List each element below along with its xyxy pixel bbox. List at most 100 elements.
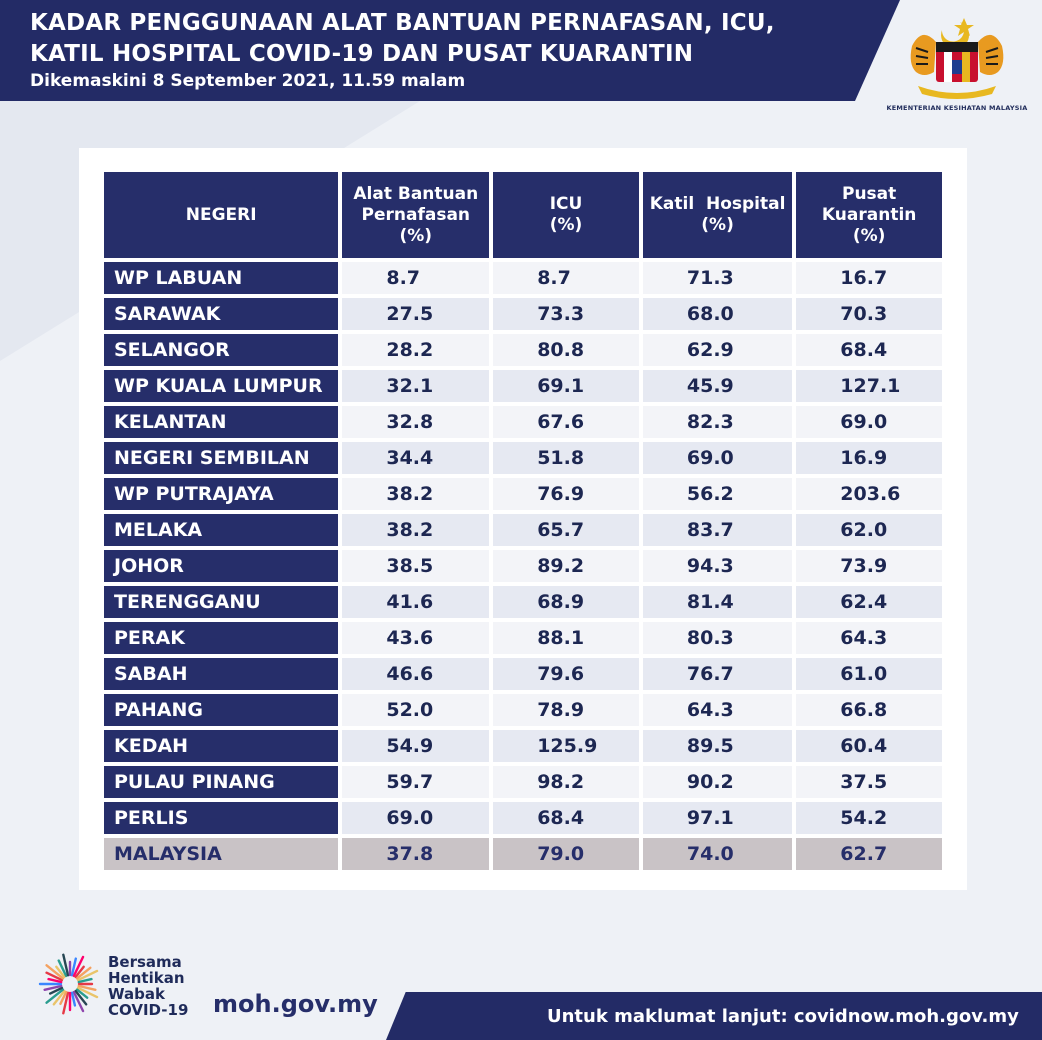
ventilator-cell: 43.6 xyxy=(342,622,490,654)
ventilator-cell: 32.8 xyxy=(342,406,490,438)
updated-timestamp: Dikemaskini 8 September 2021, 11.59 mala… xyxy=(30,71,466,91)
table-row: PULAU PINANG 59.7 98.2 90.2 37.5 xyxy=(104,766,942,798)
table-row: NEGERI SEMBILAN 34.4 51.8 69.0 16.9 xyxy=(104,442,942,474)
hospital-cell: 97.1 xyxy=(642,802,793,834)
quarantine-cell: 66.8 xyxy=(796,694,942,726)
quarantine-cell: 68.4 xyxy=(796,334,942,366)
icu-cell: 78.9 xyxy=(493,694,639,726)
quarantine-cell: 69.0 xyxy=(796,406,942,438)
quarantine-cell: 37.5 xyxy=(796,766,942,798)
state-cell: PAHANG xyxy=(104,694,339,726)
icu-cell: 80.8 xyxy=(493,334,639,366)
hospital-cell: 94.3 xyxy=(642,550,793,582)
state-cell: SABAH xyxy=(104,658,339,690)
header-quarantine: Pusat Kuarantin (%) xyxy=(796,172,942,258)
ventilator-cell: 69.0 xyxy=(342,802,490,834)
table-row: KEDAH 54.9 125.9 89.5 60.4 xyxy=(104,730,942,762)
title-line-1: KADAR PENGGUNAAN ALAT BANTUAN PERNAFASAN… xyxy=(30,10,775,36)
ventilator-cell: 38.5 xyxy=(342,550,490,582)
table-row: WP PUTRAJAYA 38.2 76.9 56.2 203.6 xyxy=(104,478,942,510)
ventilator-cell: 54.9 xyxy=(342,730,490,762)
icu-cell: 68.4 xyxy=(493,802,639,834)
icu-cell: 73.3 xyxy=(493,298,639,330)
table-row: WP KUALA LUMPUR 32.1 69.1 45.9 127.1 xyxy=(104,370,942,402)
total-quarantine-cell: 62.7 xyxy=(796,838,942,870)
state-cell: PERLIS xyxy=(104,802,339,834)
quarantine-cell: 62.4 xyxy=(796,586,942,618)
table-row: TERENGGANU 41.6 68.9 81.4 62.4 xyxy=(104,586,942,618)
table-row: SARAWAK 27.5 73.3 68.0 70.3 xyxy=(104,298,942,330)
hospital-cell: 90.2 xyxy=(642,766,793,798)
logo-caption: KEMENTERIAN KESIHATAN MALAYSIA xyxy=(886,104,1028,112)
hospital-cell: 68.0 xyxy=(642,298,793,330)
state-cell: NEGERI SEMBILAN xyxy=(104,442,339,474)
hospital-cell: 71.3 xyxy=(642,262,793,294)
table-total-row: MALAYSIA 37.8 79.0 74.0 62.7 xyxy=(104,838,942,870)
ventilator-cell: 38.2 xyxy=(342,514,490,546)
state-cell: JOHOR xyxy=(104,550,339,582)
header-ventilator: Alat Bantuan Pernafasan (%) xyxy=(342,172,490,258)
table-row: PAHANG 52.0 78.9 64.3 66.8 xyxy=(104,694,942,726)
table-row: PERAK 43.6 88.1 80.3 64.3 xyxy=(104,622,942,654)
icu-cell: 76.9 xyxy=(493,478,639,510)
hospital-cell: 81.4 xyxy=(642,586,793,618)
hospital-cell: 45.9 xyxy=(642,370,793,402)
quarantine-cell: 70.3 xyxy=(796,298,942,330)
footer-more-info-link[interactable]: Untuk maklumat lanjut: covidnow.moh.gov.… xyxy=(547,1006,1019,1027)
state-cell: WP KUALA LUMPUR xyxy=(104,370,339,402)
header-state: NEGERI xyxy=(104,172,339,258)
header-icu: ICU (%) xyxy=(493,172,639,258)
state-cell: SARAWAK xyxy=(104,298,339,330)
total-ventilator-cell: 37.8 xyxy=(342,838,490,870)
malaysia-coat-of-arms-icon xyxy=(910,18,1004,99)
page-title: KADAR PENGGUNAAN ALAT BANTUAN PERNAFASAN… xyxy=(30,8,860,70)
table-row: PERLIS 69.0 68.4 97.1 54.2 xyxy=(104,802,942,834)
table-row: KELANTAN 32.8 67.6 82.3 69.0 xyxy=(104,406,942,438)
hospital-cell: 80.3 xyxy=(642,622,793,654)
quarantine-cell: 16.7 xyxy=(796,262,942,294)
icu-cell: 68.9 xyxy=(493,586,639,618)
hospital-cell: 64.3 xyxy=(642,694,793,726)
quarantine-cell: 61.0 xyxy=(796,658,942,690)
header-background xyxy=(0,0,900,101)
ventilator-cell: 8.7 xyxy=(342,262,490,294)
quarantine-cell: 203.6 xyxy=(796,478,942,510)
total-icu-cell: 79.0 xyxy=(493,838,639,870)
table-row: MELAKA 38.2 65.7 83.7 62.0 xyxy=(104,514,942,546)
ventilator-cell: 28.2 xyxy=(342,334,490,366)
usage-table: NEGERI Alat Bantuan Pernafasan (%) ICU (… xyxy=(100,168,946,874)
icu-cell: 125.9 xyxy=(493,730,639,762)
state-cell: WP PUTRAJAYA xyxy=(104,478,339,510)
quarantine-cell: 127.1 xyxy=(796,370,942,402)
quarantine-cell: 16.9 xyxy=(796,442,942,474)
hospital-cell: 69.0 xyxy=(642,442,793,474)
ventilator-cell: 34.4 xyxy=(342,442,490,474)
state-cell: PULAU PINANG xyxy=(104,766,339,798)
icu-cell: 65.7 xyxy=(493,514,639,546)
icu-cell: 51.8 xyxy=(493,442,639,474)
table-header-row: NEGERI Alat Bantuan Pernafasan (%) ICU (… xyxy=(104,172,942,258)
hospital-cell: 76.7 xyxy=(642,658,793,690)
quarantine-cell: 64.3 xyxy=(796,622,942,654)
state-cell: MELAKA xyxy=(104,514,339,546)
icu-cell: 67.6 xyxy=(493,406,639,438)
hospital-cell: 89.5 xyxy=(642,730,793,762)
footer-info-bar xyxy=(386,992,1042,1040)
icu-cell: 88.1 xyxy=(493,622,639,654)
table-row: SABAH 46.6 79.6 76.7 61.0 xyxy=(104,658,942,690)
quarantine-cell: 62.0 xyxy=(796,514,942,546)
ventilator-cell: 52.0 xyxy=(342,694,490,726)
ventilator-cell: 41.6 xyxy=(342,586,490,618)
ventilator-cell: 46.6 xyxy=(342,658,490,690)
state-cell: KELANTAN xyxy=(104,406,339,438)
state-cell: WP LABUAN xyxy=(104,262,339,294)
total-state-cell: MALAYSIA xyxy=(104,838,339,870)
state-cell: PERAK xyxy=(104,622,339,654)
quarantine-cell: 54.2 xyxy=(796,802,942,834)
title-line-2: KATIL HOSPITAL COVID-19 DAN PUSAT KUARAN… xyxy=(30,41,694,67)
footer-website-link[interactable]: moh.gov.my xyxy=(213,990,378,1018)
icu-cell: 79.6 xyxy=(493,658,639,690)
hospital-cell: 82.3 xyxy=(642,406,793,438)
quarantine-cell: 60.4 xyxy=(796,730,942,762)
quarantine-cell: 73.9 xyxy=(796,550,942,582)
